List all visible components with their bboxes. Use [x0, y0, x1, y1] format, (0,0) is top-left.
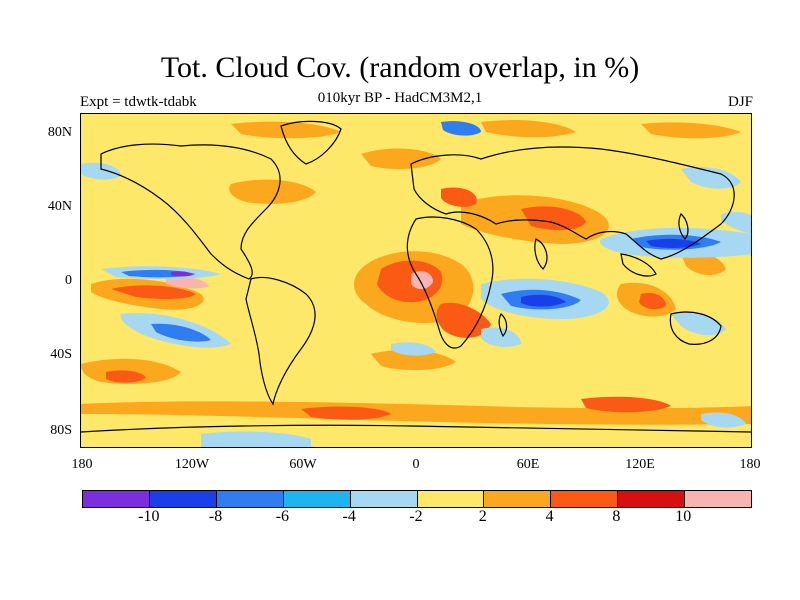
legend-tick-label: 2: [478, 508, 487, 525]
legend-swatch: [83, 491, 150, 507]
map-panel: [80, 113, 752, 448]
legend-tick-label: 8: [612, 508, 621, 525]
lon-tick-label: 120E: [625, 457, 655, 472]
lat-tick-label: 80N: [47, 125, 72, 140]
cloud-cover-field: [81, 120, 751, 447]
legend-swatch: [685, 491, 752, 507]
legend-swatch: [350, 491, 418, 507]
legend-tick-label: -4: [342, 508, 356, 525]
lat-tick-label: 40S: [50, 347, 72, 362]
positive-anomaly-patches: [81, 120, 751, 425]
legend-tick-label: 10: [675, 508, 692, 525]
legend-swatch: [283, 491, 351, 507]
legend-tick-label: 4: [545, 508, 554, 525]
lon-tick-label: 180: [739, 457, 761, 472]
experiment-label: Expt = tdwtk-tdabk: [80, 94, 197, 110]
season-label: DJF: [727, 94, 753, 110]
lon-tick-label: 0: [412, 457, 420, 472]
lon-tick-label: 180: [71, 457, 93, 472]
lat-tick-label: 0: [65, 273, 72, 288]
legend-swatch: [551, 491, 619, 507]
color-legend-bar: [82, 490, 752, 508]
lat-tick-label: 80S: [50, 423, 72, 438]
negative-anomaly-patches: [81, 121, 751, 447]
map-subtitle: 010kyr BP - HadCM3M2,1: [317, 90, 483, 106]
lon-tick-label: 120W: [174, 457, 210, 472]
legend-swatch: [618, 491, 686, 507]
lat-tick-label: 40N: [47, 199, 72, 214]
legend-tick-label: -8: [208, 508, 223, 525]
coastlines: [81, 120, 751, 433]
legend-swatch: [417, 491, 485, 507]
legend-tick-label: -6: [275, 508, 290, 525]
legend-tick-label: -10: [138, 508, 160, 525]
legend-swatch: [149, 491, 217, 507]
lon-tick-label: 60W: [289, 457, 317, 472]
legend-swatch: [484, 491, 552, 507]
map-title: Tot. Cloud Cov. (random overlap, in %): [160, 51, 640, 84]
lon-tick-label: 60E: [516, 457, 540, 472]
legend-swatch: [216, 491, 284, 507]
legend-tick-label: -2: [409, 508, 423, 525]
